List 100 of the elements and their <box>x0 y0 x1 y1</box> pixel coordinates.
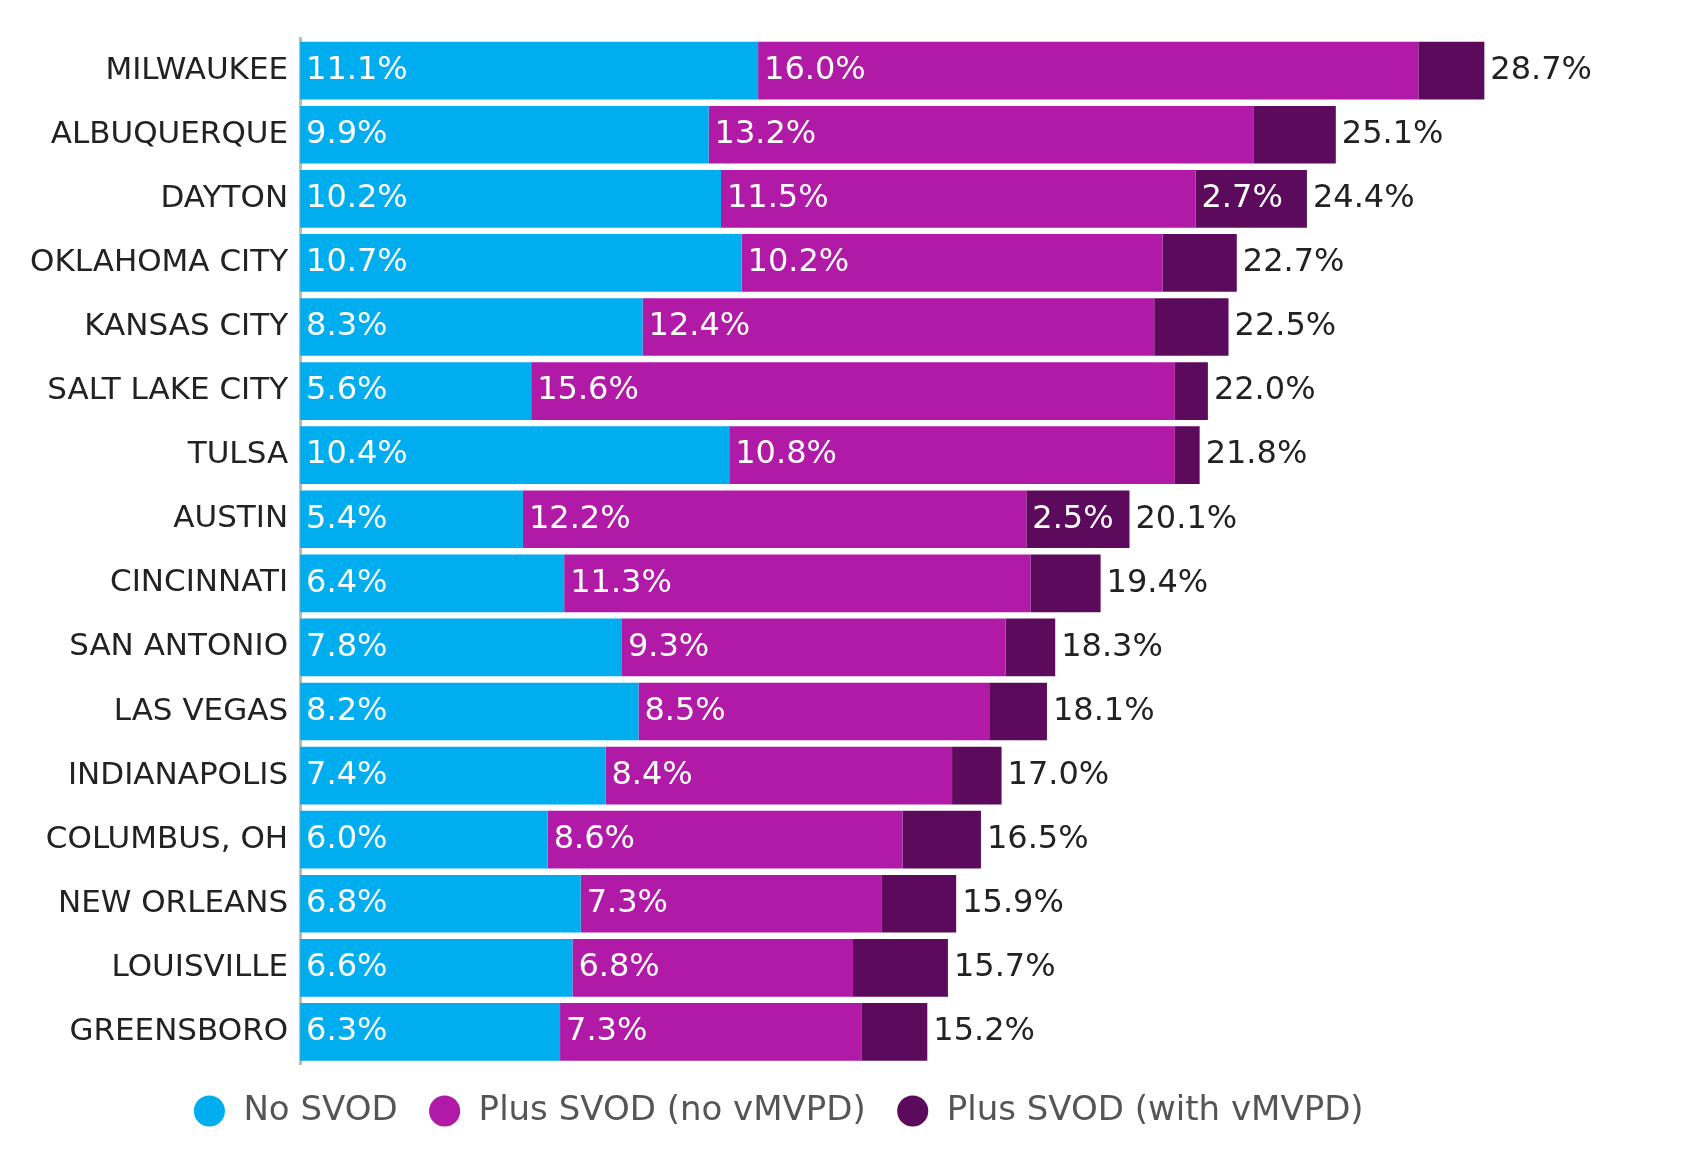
bar <box>1253 105 1336 164</box>
total-label: 24.4% <box>1312 177 1415 216</box>
total-label: 22.7% <box>1242 241 1345 280</box>
legend-label: Plus SVOD (no vMVPD) <box>478 1087 866 1128</box>
data-label: 15.6% <box>537 369 639 408</box>
data-label: 10.7% <box>306 241 408 280</box>
bar <box>729 426 1175 485</box>
y-tick-label: SAN ANTONIO <box>69 626 289 663</box>
bar <box>300 426 730 485</box>
bar <box>708 105 1254 164</box>
bar <box>300 298 643 356</box>
total-label: 18.1% <box>1052 689 1155 728</box>
total-label: 18.3% <box>1061 625 1163 664</box>
data-label: 7.3% <box>566 1010 648 1049</box>
y-tick-label: SALT LAKE CITY <box>47 370 289 407</box>
total-label: 16.5% <box>986 818 1089 857</box>
bar <box>861 1003 928 1061</box>
bar <box>1005 618 1056 677</box>
bar <box>902 810 981 869</box>
bar <box>300 362 532 420</box>
y-tick-label: MILWAUKEE <box>105 49 289 86</box>
bar <box>300 554 565 613</box>
bar <box>1418 41 1485 100</box>
legend-label: No SVOD <box>243 1087 398 1128</box>
y-tick-label: ALBUQUERQUE <box>50 113 289 150</box>
total-label: 22.0% <box>1213 369 1316 408</box>
data-label: 10.8% <box>735 433 837 472</box>
bar <box>1174 362 1208 420</box>
data-label: 6.4% <box>306 561 388 600</box>
bar <box>300 682 639 741</box>
total-label: 15.7% <box>953 946 1056 985</box>
bar <box>989 682 1047 741</box>
bar <box>531 362 1175 420</box>
total-label: 15.9% <box>962 882 1064 921</box>
bar <box>1154 298 1229 356</box>
y-tick-label: LAS VEGAS <box>113 690 289 727</box>
bar <box>300 746 606 805</box>
y-tick-label: OKLAHOMA CITY <box>29 241 289 278</box>
bar <box>560 1003 862 1061</box>
data-label: 12.2% <box>528 497 631 536</box>
data-label: 8.4% <box>611 753 693 792</box>
bar <box>881 874 957 933</box>
data-label: 9.3% <box>627 625 710 664</box>
data-label: 7.8% <box>306 625 388 664</box>
data-label: 11.5% <box>726 177 829 216</box>
y-tick-label: DAYTON <box>160 177 289 214</box>
data-label: 6.6% <box>306 946 388 985</box>
y-tick-label: INDIANAPOLIS <box>67 754 289 791</box>
bar <box>1195 169 1307 228</box>
bar <box>952 746 1002 805</box>
total-label: 28.7% <box>1490 48 1593 87</box>
total-label: 22.5% <box>1234 305 1337 344</box>
data-label: 7.3% <box>586 882 668 921</box>
bar <box>605 746 953 805</box>
data-label: 6.3% <box>306 1010 388 1049</box>
data-label: 6.0% <box>306 818 388 857</box>
y-tick-label: NEW ORLEANS <box>57 882 289 919</box>
bar <box>300 41 759 100</box>
bar <box>300 1003 561 1061</box>
total-label: 20.1% <box>1135 497 1238 536</box>
bar <box>1030 554 1101 613</box>
bar <box>300 810 548 869</box>
data-label: 5.4% <box>306 497 388 536</box>
bar <box>300 105 709 164</box>
bar <box>547 810 903 869</box>
data-label: 2.7% <box>1201 177 1283 216</box>
bar <box>300 939 573 997</box>
bar <box>758 41 1419 100</box>
bar <box>741 234 1163 292</box>
data-label: 10.2% <box>747 241 850 280</box>
total-label: 25.1% <box>1341 113 1444 152</box>
data-label: 8.6% <box>553 818 635 857</box>
y-tick-label: COLUMBUS, OH <box>45 818 289 855</box>
data-label: 5.6% <box>306 369 388 408</box>
bar <box>522 490 1027 549</box>
bar <box>853 939 948 997</box>
data-label: 13.2% <box>714 113 817 152</box>
bar <box>642 298 1155 356</box>
bar <box>300 618 622 677</box>
data-label: 11.1% <box>306 48 408 87</box>
bar <box>580 874 882 933</box>
bar <box>638 682 990 741</box>
data-label: 10.4% <box>306 433 408 472</box>
data-label: 10.2% <box>306 177 408 216</box>
y-tick-label: LOUISVILLE <box>111 946 289 983</box>
y-tick-label: AUSTIN <box>173 498 289 535</box>
total-label: 17.0% <box>1007 753 1110 792</box>
bar <box>572 939 854 997</box>
y-tick-label: CINCINNATI <box>110 562 289 599</box>
data-label: 11.3% <box>570 561 672 600</box>
total-label: 15.2% <box>933 1010 1035 1049</box>
bar <box>1162 234 1237 292</box>
y-tick-label: GREENSBORO <box>69 1011 289 1047</box>
total-label: 19.4% <box>1106 561 1209 600</box>
y-tick-label: TULSA <box>186 434 289 471</box>
data-label: 6.8% <box>578 946 660 985</box>
legend-label: Plus SVOD (with vMVPD) <box>946 1087 1364 1128</box>
data-label: 6.8% <box>306 882 388 921</box>
bar <box>300 874 581 933</box>
data-label: 16.0% <box>764 48 866 87</box>
